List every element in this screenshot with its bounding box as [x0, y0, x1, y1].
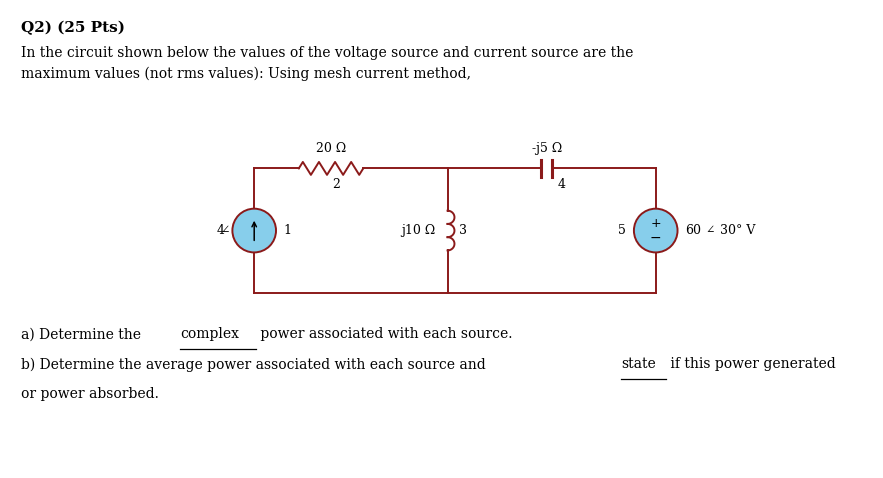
Text: j10 Ω: j10 Ω [402, 224, 435, 237]
Text: power associated with each source.: power associated with each source. [256, 327, 512, 341]
Text: −: − [650, 230, 661, 245]
Text: +: + [651, 217, 661, 230]
Text: -j5 Ω: -j5 Ω [532, 142, 562, 155]
Text: 30° V: 30° V [721, 224, 756, 237]
Text: 1: 1 [283, 224, 291, 237]
Text: ∠: ∠ [221, 226, 230, 236]
Text: 3: 3 [459, 224, 467, 237]
Text: 4: 4 [216, 224, 224, 237]
Text: b) Determine the average power associated with each source and: b) Determine the average power associate… [21, 358, 490, 372]
Text: if this power generated: if this power generated [666, 358, 835, 371]
Text: state: state [622, 358, 656, 371]
Text: 4: 4 [557, 178, 565, 191]
Text: 2: 2 [332, 178, 340, 191]
Text: Q2) (25 Pts): Q2) (25 Pts) [21, 22, 125, 35]
Text: 60: 60 [685, 224, 701, 237]
Text: 20 Ω: 20 Ω [316, 142, 346, 155]
Text: 5: 5 [618, 224, 626, 237]
Text: complex: complex [180, 327, 239, 341]
Circle shape [634, 209, 677, 252]
Text: In the circuit shown below the values of the voltage source and current source a: In the circuit shown below the values of… [21, 46, 634, 81]
Text: a) Determine the: a) Determine the [21, 327, 146, 341]
Text: 0°: 0° [241, 224, 256, 237]
Text: A: A [262, 224, 275, 237]
Circle shape [232, 209, 276, 252]
Text: or power absorbed.: or power absorbed. [21, 387, 159, 401]
Text: ∠: ∠ [706, 226, 714, 236]
